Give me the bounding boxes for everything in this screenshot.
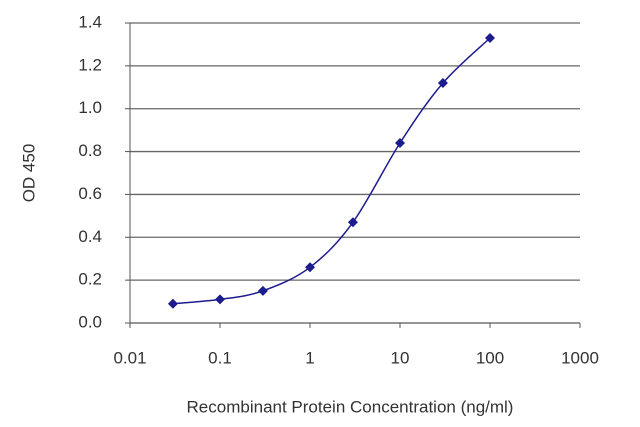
x-tick-label: 1000 <box>561 348 599 367</box>
data-point <box>257 285 268 296</box>
data-point <box>167 298 178 309</box>
y-tick-label: 0.4 <box>78 227 102 246</box>
y-tick-label: 0.0 <box>78 312 102 331</box>
y-tick-label: 0.2 <box>78 270 102 289</box>
y-tick-label: 1.2 <box>78 55 102 74</box>
y-tick-label: 0.6 <box>78 184 102 203</box>
y-axis-label: OD 450 <box>19 144 38 203</box>
y-tick-label: 0.8 <box>78 141 102 160</box>
x-tick-label: 100 <box>476 348 504 367</box>
data-point <box>485 33 495 43</box>
x-tick-label: 0.01 <box>113 348 146 367</box>
x-tick-label: 1 <box>305 348 314 367</box>
data-point <box>215 294 225 305</box>
x-tick-label: 0.1 <box>208 348 232 367</box>
data-point <box>347 217 358 228</box>
x-tick-label: 10 <box>391 348 410 367</box>
data-point <box>395 138 405 148</box>
fit-line <box>172 37 491 305</box>
y-tick-label: 1.4 <box>78 12 102 31</box>
y-tick-label: 1.0 <box>78 98 102 117</box>
data-point <box>305 262 315 273</box>
x-axis-label: Recombinant Protein Concentration (ng/ml… <box>187 397 514 416</box>
data-point <box>437 78 448 88</box>
